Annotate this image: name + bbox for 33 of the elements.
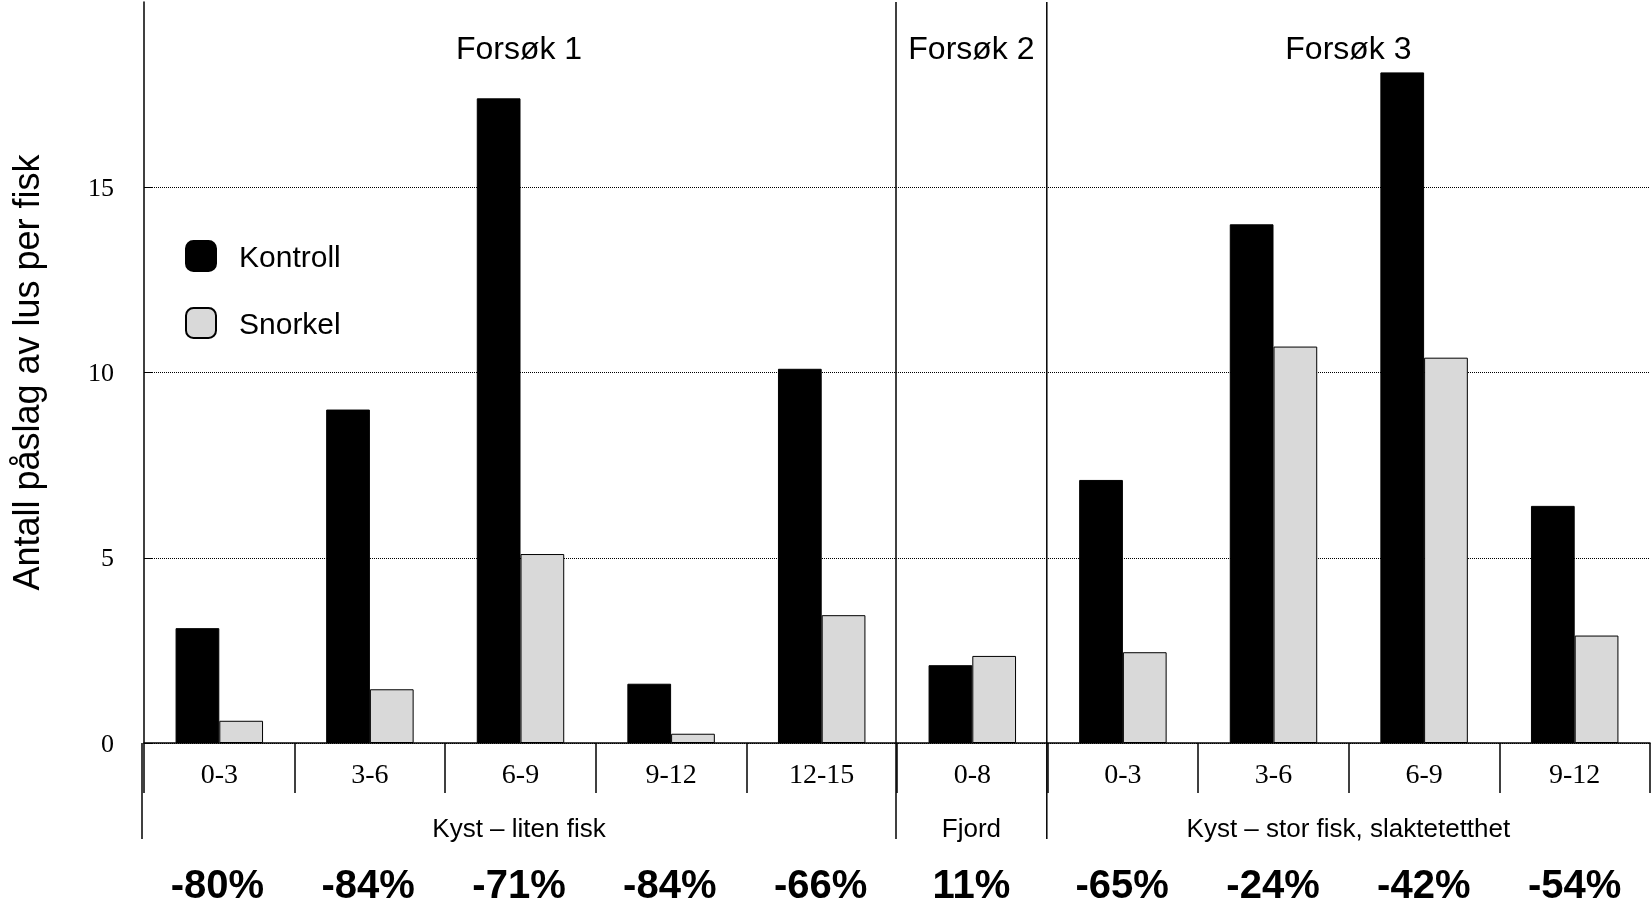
legend-label: Kontroll [239, 239, 341, 273]
text: -84% [321, 862, 415, 906]
text: -84% [623, 862, 717, 906]
annotation: Forsøk 2 [908, 30, 1035, 66]
text: 11% [932, 862, 1011, 906]
text: Kyst – stor fisk, slaktetetthet [1186, 813, 1512, 843]
text: -80% [170, 862, 265, 906]
x-tick-label: 12-15 [789, 757, 855, 789]
text: Fjord [941, 813, 1002, 843]
y-tick-label: 10 [88, 358, 114, 387]
text: -65% [1075, 862, 1169, 906]
y-tick-label: 5 [101, 543, 114, 573]
text: -24% [1226, 862, 1320, 906]
x-tick-label: 0-8 [953, 757, 991, 789]
x-tick-label: 9-12 [1549, 757, 1601, 789]
x-tick-label: 0-3 [200, 757, 238, 789]
y-tick-label: 0 [101, 728, 114, 758]
x-tick-label: 3-6 [1254, 757, 1293, 789]
x-tick-label: 6-9 [501, 757, 540, 789]
x-tick-label: 6-9 [1405, 757, 1443, 789]
x-tick-label: 3-6 [351, 757, 389, 789]
legend-label: Snorkel [239, 306, 341, 340]
y-tick-label: 15 [88, 172, 114, 202]
text: -54% [1527, 862, 1622, 906]
x-tick-label: 0-3 [1104, 757, 1142, 789]
annotation: Forsøk 3 [1285, 30, 1412, 66]
x-tick-label: 9-12 [645, 757, 697, 789]
text: -42% [1377, 862, 1471, 906]
text: -71% [472, 862, 566, 906]
annotation: Forsøk 1 [455, 30, 583, 66]
text: -66% [773, 862, 868, 906]
y-axis-title: Antall påslag av lus per fisk [5, 153, 47, 591]
text: Kyst – liten fisk [432, 813, 607, 843]
